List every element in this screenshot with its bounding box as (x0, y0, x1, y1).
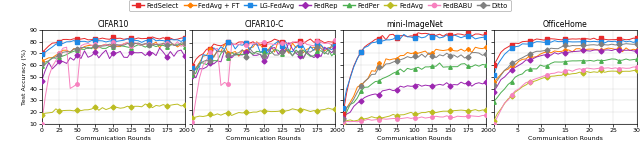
Title: mini-ImageNet: mini-ImageNet (386, 20, 443, 29)
Title: CIFAR10-C: CIFAR10-C (244, 20, 284, 29)
X-axis label: Communication Rounds: Communication Rounds (528, 136, 603, 140)
Y-axis label: Test Accuracy (%): Test Accuracy (%) (22, 49, 27, 105)
Title: OfficeHome: OfficeHome (543, 20, 588, 29)
Legend: FedSelect, FedAvg + FT, LG-FedAvg, FedRep, FedPer, FedAvg, FedBABU, Ditto: FedSelect, FedAvg + FT, LG-FedAvg, FedRe… (129, 0, 511, 11)
X-axis label: Communication Rounds: Communication Rounds (227, 136, 301, 140)
Title: CIFAR10: CIFAR10 (97, 20, 129, 29)
X-axis label: Communication Rounds: Communication Rounds (76, 136, 150, 140)
X-axis label: Communication Rounds: Communication Rounds (377, 136, 452, 140)
